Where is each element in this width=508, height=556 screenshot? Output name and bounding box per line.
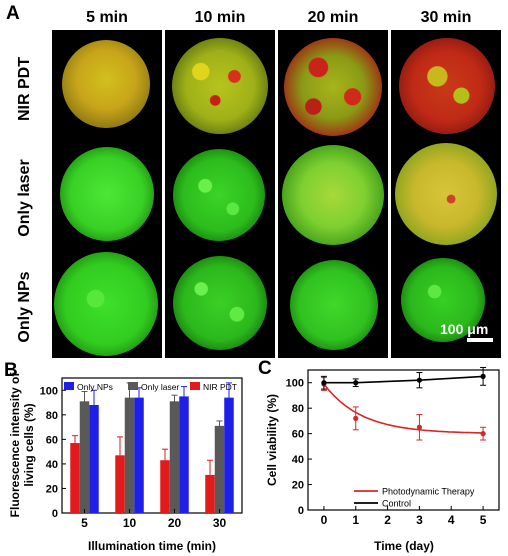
legend-label: Only laser: [141, 382, 179, 392]
bar: [115, 455, 125, 513]
bar: [169, 401, 180, 513]
micrograph-nir-pdt-30min: [391, 30, 501, 140]
micrograph-only-nps-20min: [278, 248, 388, 358]
bar-chart-ylabel-line1: Fluorescence intensity of: [8, 372, 22, 518]
series-line-control: [323, 375, 484, 384]
line-chart-xlabel: Time (day): [374, 539, 434, 553]
micrograph-only-laser-20min: [278, 139, 388, 249]
bar-chart-ytick-label: 20: [46, 483, 58, 495]
line-chart-xtick-label: 4: [448, 513, 455, 527]
bar-chart-ylabel-line2: living cells (%): [22, 403, 36, 486]
line-chart-ytick-label: 0: [298, 505, 304, 517]
micrograph-only-nps-10min: [165, 248, 275, 358]
bar: [70, 443, 80, 513]
data-point: [416, 424, 423, 430]
bar: [160, 460, 170, 513]
line-chart-ylabel: Cell viability (%): [265, 394, 279, 486]
micrograph-only-laser-30min: [391, 139, 501, 249]
data-point: [480, 373, 486, 379]
bar-chart-xtick-label: 30: [213, 516, 227, 530]
panel-label-b: B: [4, 360, 18, 381]
legend-swatch: [190, 382, 200, 390]
line-chart-xtick-label: 5: [480, 513, 487, 527]
bar-chart-xtick-label: 20: [168, 516, 182, 530]
line-chart-xtick-label: 3: [416, 513, 423, 527]
bar: [179, 396, 189, 513]
column-header-20min: 20 min: [307, 9, 359, 26]
line-chart-ytick-label: 60: [292, 429, 304, 441]
micrograph-only-laser-10min: [165, 139, 275, 249]
data-point: [353, 415, 359, 421]
bar: [79, 401, 90, 513]
bar-chart-axes-frame: [61, 377, 243, 514]
line-chart-xtick-label: 1: [352, 513, 359, 527]
column-header-10min: 10 min: [194, 9, 246, 26]
line-chart-ytick-label: 80: [292, 403, 304, 415]
bar-chart-ytick-label: 60: [46, 434, 58, 446]
line-chart-axes-frame: [307, 369, 500, 511]
row-header-only-nps: Only NPs: [16, 271, 33, 343]
data-point: [353, 380, 359, 386]
line-chart-xtick-label: 0: [321, 513, 328, 527]
row-header-only-laser: Only laser: [16, 159, 33, 237]
legend-swatch: [128, 382, 138, 390]
data-point: [480, 431, 486, 437]
line-chart-xtick-label: 2: [384, 513, 391, 527]
column-header-30min: 30 min: [420, 9, 472, 26]
bar-chart-xtick-label: 5: [81, 516, 88, 530]
bar-chart-ytick-label: 100: [40, 385, 58, 397]
bar: [89, 405, 99, 513]
panel-label-a: A: [6, 3, 20, 24]
bar: [124, 397, 135, 513]
column-header-5min: 5 min: [86, 9, 128, 26]
legend-label: Only NPs: [77, 382, 113, 392]
legend-swatch: [64, 382, 74, 390]
line-chart-ytick-label: 40: [292, 454, 304, 466]
line-chart-c: Photodynamic Therapy Control Cell viabili…: [265, 366, 500, 553]
bar-chart-xlabel: Illumination time (min): [88, 539, 216, 553]
legend-label: Control: [382, 499, 411, 509]
micrograph-only-nps-5min: [52, 248, 162, 358]
line-chart-ytick-label: 100: [286, 378, 304, 390]
scale-bar-label: 100 μm: [440, 321, 489, 337]
bar: [214, 425, 225, 513]
micrograph-only-laser-5min: [52, 139, 162, 249]
data-point: [416, 377, 423, 383]
bar-chart-b: Only NPs Only laser NIR PDT Fluorescence i…: [8, 372, 243, 553]
bar-chart-xtick-label: 10: [123, 516, 137, 530]
scale-bar: [467, 338, 493, 342]
bar: [224, 397, 234, 513]
micrograph-only-nps-30min: [391, 248, 501, 358]
bar-chart-ytick-label: 0: [52, 508, 58, 520]
bar: [205, 474, 215, 513]
legend-label: NIR PDT: [203, 382, 237, 392]
micrograph-nir-pdt-20min: [278, 30, 388, 140]
micrograph-nir-pdt-10min: [165, 30, 275, 140]
bar-chart-ytick-label: 40: [46, 459, 58, 471]
row-header-nir-pdt: NIR PDT: [16, 57, 33, 121]
series-line-photodynamic-therapy: [323, 383, 484, 434]
bar: [134, 397, 144, 513]
line-chart-ytick-label: 20: [292, 480, 304, 492]
micrograph-nir-pdt-5min: [52, 30, 162, 140]
panel-label-c: C: [258, 358, 272, 379]
bar-chart-ytick-label: 80: [46, 410, 58, 422]
data-point: [321, 380, 327, 386]
legend-label: Photodynamic Therapy: [382, 487, 475, 497]
